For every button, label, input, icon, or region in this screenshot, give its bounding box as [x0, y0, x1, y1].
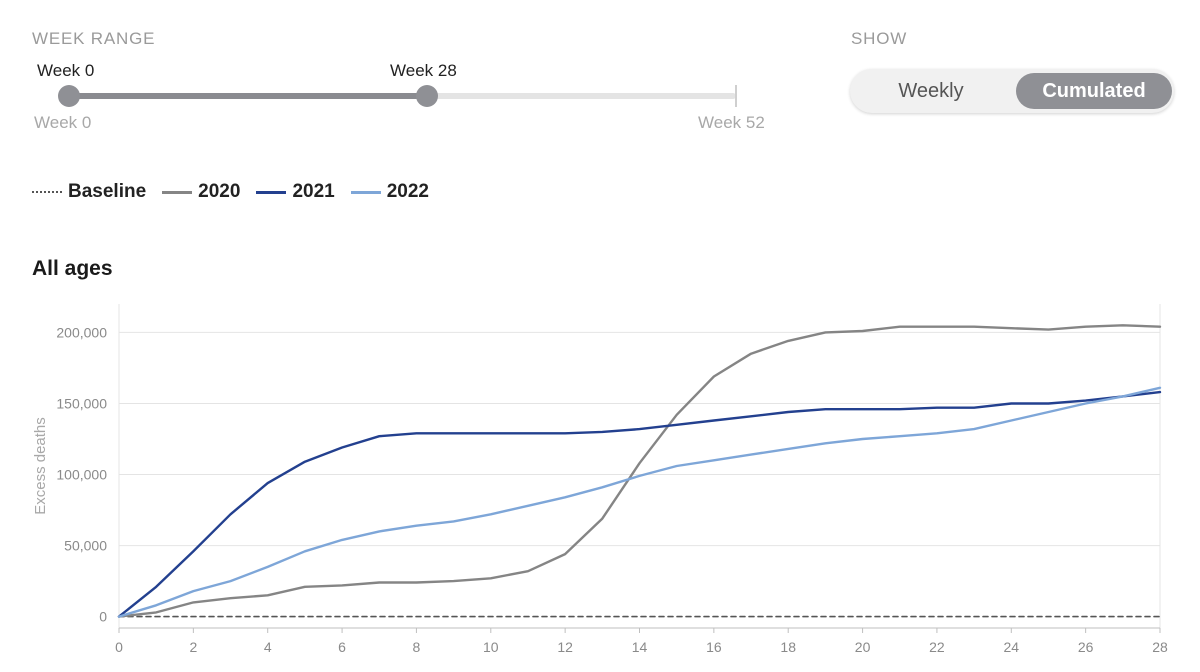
y-axis-title: Excess deaths — [32, 417, 49, 515]
chart-title: All ages — [32, 257, 113, 280]
legend-item-baseline[interactable]: Baseline — [32, 181, 146, 203]
legend-item-2020[interactable]: 2020 — [162, 181, 240, 203]
show-toggle[interactable]: Weekly Cumulated — [850, 69, 1174, 113]
x-tick-label: 28 — [1152, 639, 1168, 655]
y-tick-label: 200,000 — [56, 324, 107, 340]
legend-item-2022[interactable]: 2022 — [350, 181, 429, 203]
x-tick-label: 4 — [264, 639, 272, 655]
slider-end-tick — [735, 85, 737, 107]
y-tick-label: 100,000 — [56, 467, 107, 483]
legend-label-2020: 2020 — [198, 181, 241, 202]
chart-legend: Baseline 2020 2021 2022 — [32, 180, 445, 204]
toggle-cumulated-option[interactable]: Cumulated — [1016, 73, 1172, 109]
slider-end-value: Week 28 — [390, 61, 457, 80]
y-tick-label: 0 — [99, 609, 107, 625]
y-tick-label: 50,000 — [64, 538, 107, 554]
slider-min-label: Week 0 — [34, 113, 92, 132]
series-line-2021 — [117, 390, 1162, 618]
legend-swatch-2020 — [162, 190, 193, 194]
x-tick-label: 10 — [483, 639, 499, 655]
x-tick-label: 22 — [929, 639, 945, 655]
legend-item-2021[interactable]: 2021 — [256, 181, 335, 203]
series-line-2022 — [117, 386, 1162, 618]
week-range-label: WEEK RANGE — [32, 29, 156, 48]
x-tick-label: 12 — [557, 639, 573, 655]
x-tick-label: 14 — [632, 639, 648, 655]
x-tick-label: 0 — [115, 639, 123, 655]
legend-label-2021: 2021 — [292, 181, 335, 202]
legend-swatch-baseline — [32, 191, 62, 193]
x-tick-label: 16 — [706, 639, 722, 655]
legend-swatch-2022 — [350, 190, 381, 194]
x-tick-label: 18 — [780, 639, 796, 655]
legend-swatch-2021 — [256, 190, 287, 194]
toggle-weekly-option[interactable]: Weekly — [898, 80, 964, 102]
slider-start-value: Week 0 — [37, 61, 95, 80]
legend-label-2022: 2022 — [386, 181, 429, 202]
slider-selected-range[interactable] — [69, 93, 427, 99]
slider-max-label: Week 52 — [698, 113, 765, 132]
slider-start-handle[interactable] — [58, 85, 80, 107]
x-tick-label: 2 — [189, 639, 197, 655]
x-tick-label: 20 — [855, 639, 871, 655]
x-tick-label: 8 — [413, 639, 421, 655]
x-tick-label: 24 — [1003, 639, 1019, 655]
slider-end-handle[interactable] — [416, 85, 438, 107]
legend-label-baseline: Baseline — [68, 181, 147, 202]
week-range-slider[interactable]: Week 0 Week 28 Week 0 Week 52 — [34, 61, 765, 140]
x-tick-label: 26 — [1078, 639, 1094, 655]
series-line-2020 — [117, 324, 1162, 618]
y-tick-label: 150,000 — [56, 395, 107, 411]
x-tick-label: 6 — [338, 639, 346, 655]
show-label: SHOW — [851, 29, 908, 48]
